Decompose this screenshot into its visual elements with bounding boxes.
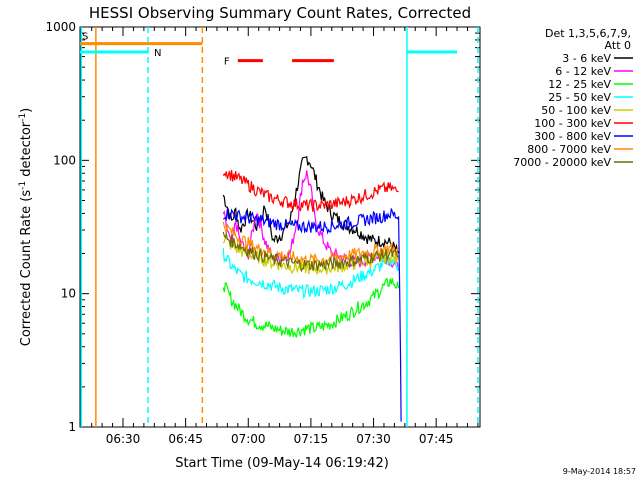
legend-entry-label: 12 - 25 keV <box>548 78 611 91</box>
series-line <box>222 248 400 300</box>
chart-title: HESSI Observing Summary Count Rates, Cor… <box>89 4 471 22</box>
flag-label: N <box>154 48 161 59</box>
x-tick-label: 06:30 <box>106 432 141 446</box>
y-axis-label-mid: detector <box>19 121 34 181</box>
x-axis-label: Start Time (09-May-14 06:19:42) <box>175 456 389 471</box>
x-tick-label: 07:30 <box>356 432 391 446</box>
flag-label: F <box>224 57 230 68</box>
x-tick-label: 07:00 <box>231 432 266 446</box>
y-tick-label: 10 <box>61 287 76 301</box>
series-line <box>222 208 402 422</box>
legend-entry-label: 300 - 800 keV <box>534 130 611 143</box>
series-line <box>222 155 400 254</box>
y-tick-label: 100 <box>53 153 76 167</box>
flag-group: S N F <box>80 32 458 68</box>
legend-entry-label: 800 - 7000 keV <box>527 143 611 156</box>
y-axis-label-sup1: -1 <box>18 181 28 190</box>
footer-stamp: 9-May-2014 18:57 <box>563 467 636 476</box>
series-line <box>222 221 400 267</box>
series-group <box>222 155 402 422</box>
y-axis-label-end: ) <box>19 108 34 113</box>
y-axis-label-sup2: -1 <box>18 113 28 122</box>
legend-entry-label: 3 - 6 keV <box>562 52 611 65</box>
legend-entry-label: 6 - 12 keV <box>555 65 611 78</box>
y-axis-label-main: Corrected Count Rate (s <box>19 190 34 347</box>
y-axis-label: Corrected Count Rate (s-1 detector-1) <box>18 108 34 346</box>
legend-header-line2: Att 0 <box>605 39 631 52</box>
series-line <box>222 278 400 338</box>
flag-label: S <box>82 32 88 43</box>
x-tick-label: 06:45 <box>168 432 203 446</box>
series-line <box>222 170 400 271</box>
legend-entry-label: 100 - 300 keV <box>534 117 611 130</box>
series-line <box>222 169 399 212</box>
legend-header-line1: Det 1,3,5,6,7,9, <box>545 27 631 40</box>
series-line <box>222 231 399 273</box>
vertical-marker-group <box>80 27 479 427</box>
y-tick-label: 1000 <box>45 20 76 34</box>
legend-entry-label: 50 - 100 keV <box>541 104 611 117</box>
x-tick-label: 07:15 <box>294 432 329 446</box>
legend-entry-label: 7000 - 20000 keV <box>513 156 611 169</box>
legend-entry-label: 25 - 50 keV <box>548 91 611 104</box>
x-tick-label: 07:45 <box>419 432 454 446</box>
y-tick-label: 1 <box>68 420 76 434</box>
